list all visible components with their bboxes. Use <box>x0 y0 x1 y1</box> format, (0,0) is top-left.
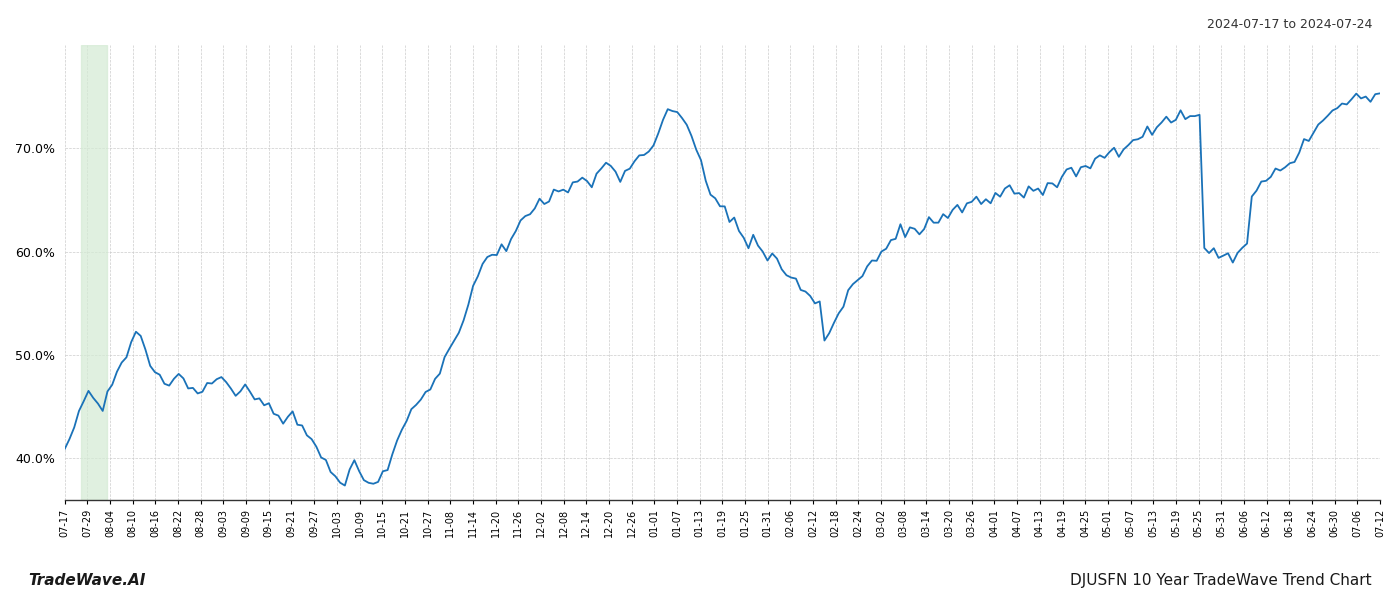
Text: TradeWave.AI: TradeWave.AI <box>28 573 146 588</box>
Text: 2024-07-17 to 2024-07-24: 2024-07-17 to 2024-07-24 <box>1207 18 1372 31</box>
Text: DJUSFN 10 Year TradeWave Trend Chart: DJUSFN 10 Year TradeWave Trend Chart <box>1071 573 1372 588</box>
Bar <box>81 45 106 500</box>
